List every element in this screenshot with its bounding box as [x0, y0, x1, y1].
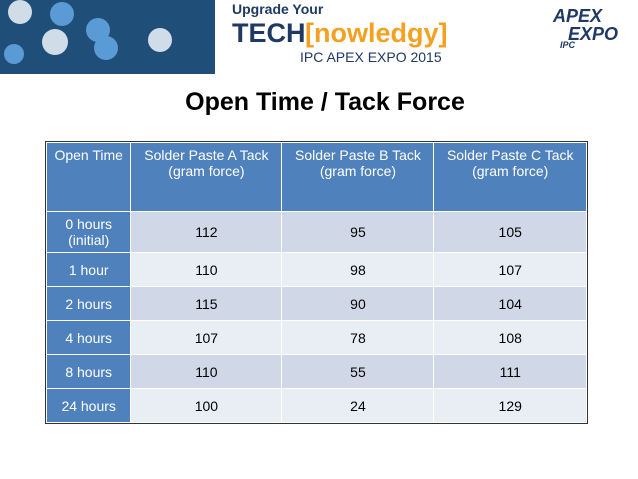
icon — [86, 18, 110, 42]
icon — [50, 2, 74, 26]
cell: 112 — [130, 211, 283, 253]
column-header: Open Time — [45, 142, 132, 212]
banner: Upgrade Your TECH [nowledgy] IPC APEX EX… — [0, 0, 618, 74]
table-row: 8 hours 110 55 111 — [45, 354, 587, 389]
row-label: 1 hour — [45, 252, 132, 287]
brand-right: [nowledgy] — [305, 18, 448, 48]
cell: 111 — [433, 354, 587, 389]
cell: 110 — [130, 354, 283, 389]
table-row: 24 hours 100 24 129 — [45, 388, 587, 423]
icon — [94, 36, 118, 60]
cell: 115 — [130, 286, 283, 321]
row-label: 24 hours — [45, 388, 132, 423]
row-label: 0 hours (initial) — [45, 211, 132, 253]
logo-badge: IPC — [560, 40, 576, 50]
cell: 78 — [281, 320, 435, 355]
table-row: 4 hours 107 78 108 — [45, 320, 587, 355]
table-row: 0 hours (initial) 112 95 105 — [45, 211, 587, 253]
logo-bottom: EXPO — [568, 24, 618, 44]
brand-left: TECH — [232, 18, 306, 48]
header-row: Open Time Solder Paste A Tack (gram force… — [45, 142, 587, 212]
cell: 55 — [281, 354, 435, 389]
logo-top: APEX — [552, 6, 603, 26]
cell: 129 — [433, 388, 587, 423]
slide-title: Open Time / Tack Force — [185, 88, 465, 116]
cell: 107 — [130, 320, 283, 355]
cell: 98 — [281, 252, 435, 287]
row-label: 2 hours — [45, 286, 132, 321]
icon — [4, 44, 24, 64]
cell: 104 — [433, 286, 587, 321]
icon — [148, 28, 172, 52]
column-header: Solder Paste A Tack (gram force) — [130, 142, 283, 212]
cell: 100 — [130, 388, 283, 423]
cell: 90 — [281, 286, 435, 321]
icon — [42, 29, 68, 55]
table-row: 2 hours 115 90 104 — [45, 286, 587, 321]
row-label: 4 hours — [45, 320, 132, 355]
cell: 108 — [433, 320, 587, 355]
cell: 105 — [433, 211, 587, 253]
cell: 24 — [281, 388, 435, 423]
data-table: Open Time Solder Paste A Tack (gram force… — [45, 141, 588, 424]
column-header: Solder Paste B Tack (gram force) — [281, 142, 435, 212]
row-label: 8 hours — [45, 354, 132, 389]
tagline: Upgrade Your — [232, 1, 324, 17]
cell: 95 — [281, 211, 435, 253]
column-header: Solder Paste C Tack (gram force) — [433, 142, 587, 212]
icon — [8, 0, 32, 24]
event: IPC APEX EXPO 2015 — [300, 49, 442, 65]
cell: 110 — [130, 252, 283, 287]
cell: 107 — [433, 252, 587, 287]
table-row: 1 hour 110 98 107 — [45, 252, 587, 287]
